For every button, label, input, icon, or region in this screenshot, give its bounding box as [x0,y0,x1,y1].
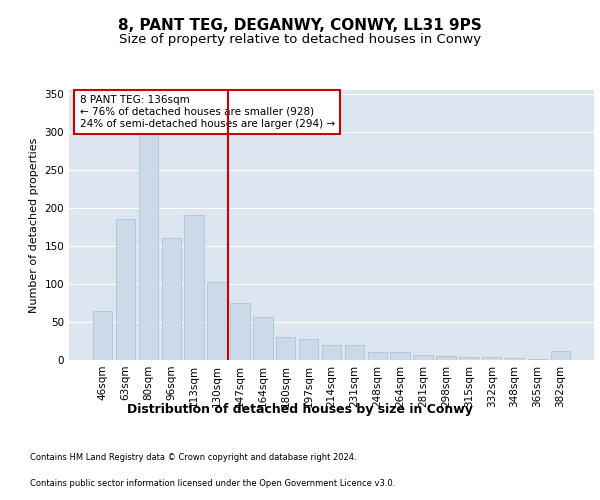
Bar [459,357,479,360]
Bar [505,358,524,360]
Bar [299,338,319,360]
Text: Distribution of detached houses by size in Conwy: Distribution of detached houses by size … [127,402,473,415]
Bar [161,238,181,360]
Bar [528,359,547,360]
Bar [482,357,502,360]
Bar [208,282,227,360]
Bar [276,337,295,360]
Bar [184,216,204,360]
Bar [253,316,272,360]
Bar [93,310,112,360]
Bar [436,356,455,360]
Text: Contains HM Land Registry data © Crown copyright and database right 2024.: Contains HM Land Registry data © Crown c… [30,454,356,462]
Text: Contains public sector information licensed under the Open Government Licence v3: Contains public sector information licen… [30,478,395,488]
Bar [551,351,570,360]
Text: Size of property relative to detached houses in Conwy: Size of property relative to detached ho… [119,32,481,46]
Bar [230,303,250,360]
Bar [139,116,158,360]
Bar [413,356,433,360]
Bar [368,352,387,360]
Bar [322,345,341,360]
Y-axis label: Number of detached properties: Number of detached properties [29,138,39,312]
Bar [116,220,135,360]
Bar [344,345,364,360]
Text: 8 PANT TEG: 136sqm
← 76% of detached houses are smaller (928)
24% of semi-detach: 8 PANT TEG: 136sqm ← 76% of detached hou… [79,96,335,128]
Bar [391,352,410,360]
Text: 8, PANT TEG, DEGANWY, CONWY, LL31 9PS: 8, PANT TEG, DEGANWY, CONWY, LL31 9PS [118,18,482,32]
